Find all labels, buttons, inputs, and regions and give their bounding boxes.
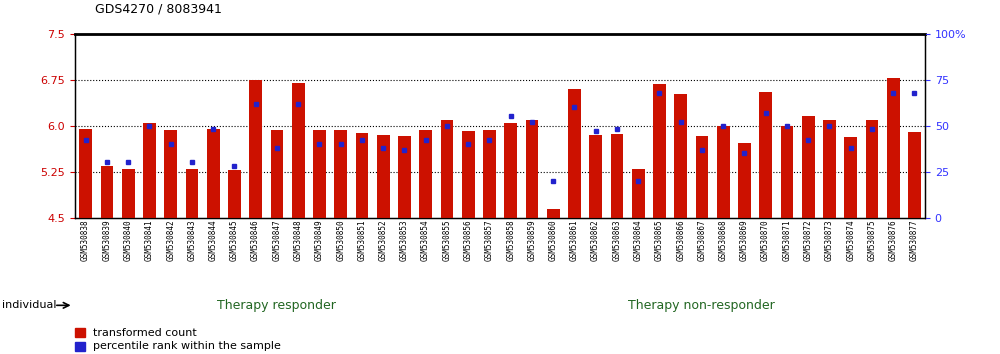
Text: GSM530875: GSM530875 xyxy=(867,220,876,261)
Text: GSM530868: GSM530868 xyxy=(719,220,728,261)
Bar xyxy=(781,126,793,218)
Text: GSM530847: GSM530847 xyxy=(272,220,281,261)
Text: GSM530842: GSM530842 xyxy=(166,220,175,261)
Bar xyxy=(887,78,900,218)
Text: GSM530862: GSM530862 xyxy=(591,220,600,261)
Bar xyxy=(79,129,92,218)
Bar xyxy=(589,135,602,218)
Text: GSM530839: GSM530839 xyxy=(102,220,111,261)
Text: GSM530851: GSM530851 xyxy=(357,220,366,261)
Bar xyxy=(632,169,644,218)
Text: GSM530871: GSM530871 xyxy=(782,220,791,261)
Bar xyxy=(823,120,836,218)
Text: GSM530844: GSM530844 xyxy=(209,220,218,261)
Text: GSM530863: GSM530863 xyxy=(612,220,621,261)
Bar xyxy=(844,137,857,218)
Bar xyxy=(398,136,411,218)
Bar xyxy=(759,92,772,218)
Bar xyxy=(653,84,666,218)
Bar xyxy=(356,133,368,218)
Text: Therapy responder: Therapy responder xyxy=(217,299,336,312)
Text: GSM530872: GSM530872 xyxy=(804,220,813,261)
Bar xyxy=(249,80,262,218)
Bar xyxy=(547,209,560,218)
Bar xyxy=(377,135,390,218)
Bar xyxy=(526,120,538,218)
Bar xyxy=(483,130,496,218)
Bar xyxy=(908,132,921,218)
Bar xyxy=(100,166,113,218)
Text: GDS4270 / 8083941: GDS4270 / 8083941 xyxy=(95,3,222,16)
Text: GSM530854: GSM530854 xyxy=(421,220,430,261)
Text: GSM530838: GSM530838 xyxy=(81,220,90,261)
Bar xyxy=(75,329,85,337)
Text: GSM530867: GSM530867 xyxy=(697,220,706,261)
Text: GSM530869: GSM530869 xyxy=(740,220,749,261)
Bar xyxy=(717,126,730,218)
Text: GSM530861: GSM530861 xyxy=(570,220,579,261)
Bar xyxy=(738,143,751,218)
Text: GSM530857: GSM530857 xyxy=(485,220,494,261)
Bar xyxy=(164,130,177,218)
Bar xyxy=(228,170,241,218)
Bar xyxy=(292,83,304,218)
Text: GSM530841: GSM530841 xyxy=(145,220,154,261)
Text: GSM530865: GSM530865 xyxy=(655,220,664,261)
Bar xyxy=(568,89,581,218)
Text: GSM530864: GSM530864 xyxy=(634,220,643,261)
Bar xyxy=(440,120,453,218)
Text: GSM530860: GSM530860 xyxy=(549,220,558,261)
Text: GSM530877: GSM530877 xyxy=(910,220,919,261)
Text: GSM530858: GSM530858 xyxy=(506,220,515,261)
Bar xyxy=(186,169,198,218)
Text: GSM530840: GSM530840 xyxy=(124,220,133,261)
Text: GSM530845: GSM530845 xyxy=(230,220,239,261)
Text: GSM530852: GSM530852 xyxy=(379,220,388,261)
Text: GSM530874: GSM530874 xyxy=(846,220,855,261)
Bar xyxy=(866,120,878,218)
Bar xyxy=(696,136,708,218)
Text: GSM530849: GSM530849 xyxy=(315,220,324,261)
Text: percentile rank within the sample: percentile rank within the sample xyxy=(93,342,281,352)
Text: GSM530855: GSM530855 xyxy=(442,220,451,261)
Bar xyxy=(334,130,347,218)
Bar xyxy=(802,116,815,218)
Text: GSM530850: GSM530850 xyxy=(336,220,345,261)
Bar xyxy=(143,122,156,218)
Bar xyxy=(462,131,475,218)
Bar xyxy=(207,129,220,218)
Bar xyxy=(504,122,517,218)
Text: GSM530856: GSM530856 xyxy=(464,220,473,261)
Bar xyxy=(270,130,283,218)
Text: GSM530876: GSM530876 xyxy=(889,220,898,261)
Text: individual: individual xyxy=(2,300,56,310)
Text: GSM530846: GSM530846 xyxy=(251,220,260,261)
Bar xyxy=(419,130,432,218)
Bar xyxy=(122,169,134,218)
Text: Therapy non-responder: Therapy non-responder xyxy=(629,299,775,312)
Bar xyxy=(313,130,326,218)
Text: GSM530866: GSM530866 xyxy=(676,220,685,261)
Bar xyxy=(674,94,687,218)
Text: GSM530873: GSM530873 xyxy=(825,220,834,261)
Text: GSM530843: GSM530843 xyxy=(187,220,196,261)
Text: transformed count: transformed count xyxy=(93,328,197,338)
Bar xyxy=(75,342,85,351)
Text: GSM530870: GSM530870 xyxy=(761,220,770,261)
Bar xyxy=(610,134,623,218)
Text: GSM530848: GSM530848 xyxy=(294,220,303,261)
Text: GSM530853: GSM530853 xyxy=(400,220,409,261)
Text: GSM530859: GSM530859 xyxy=(527,220,536,261)
